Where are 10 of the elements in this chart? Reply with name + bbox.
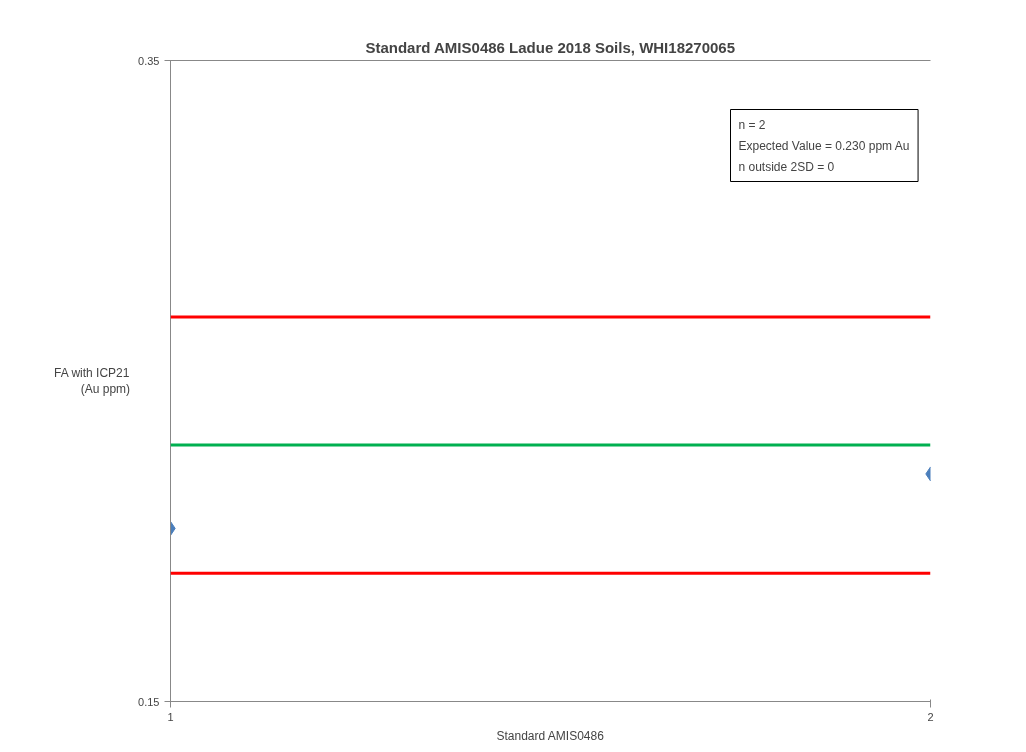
- annotation: n = 2: [738, 117, 766, 132]
- x-axis-title: Standard AMIS0486: [496, 728, 605, 743]
- y-tick-label: 0.15: [138, 695, 160, 708]
- x-tick-label: 2: [927, 710, 934, 723]
- y-tick-label: 0.35: [138, 54, 160, 67]
- annotation: Expected Value = 0.230 ppm Au: [738, 138, 910, 153]
- chart-title: Standard AMIS0486 Ladue 2018 Soils, WHI18270065: [365, 38, 736, 56]
- y-axis-title: FA with ICP21 (Au ppm): [54, 365, 131, 397]
- x-tick-label: 1: [167, 710, 174, 723]
- annotation: n outside 2SD = 0: [738, 159, 835, 174]
